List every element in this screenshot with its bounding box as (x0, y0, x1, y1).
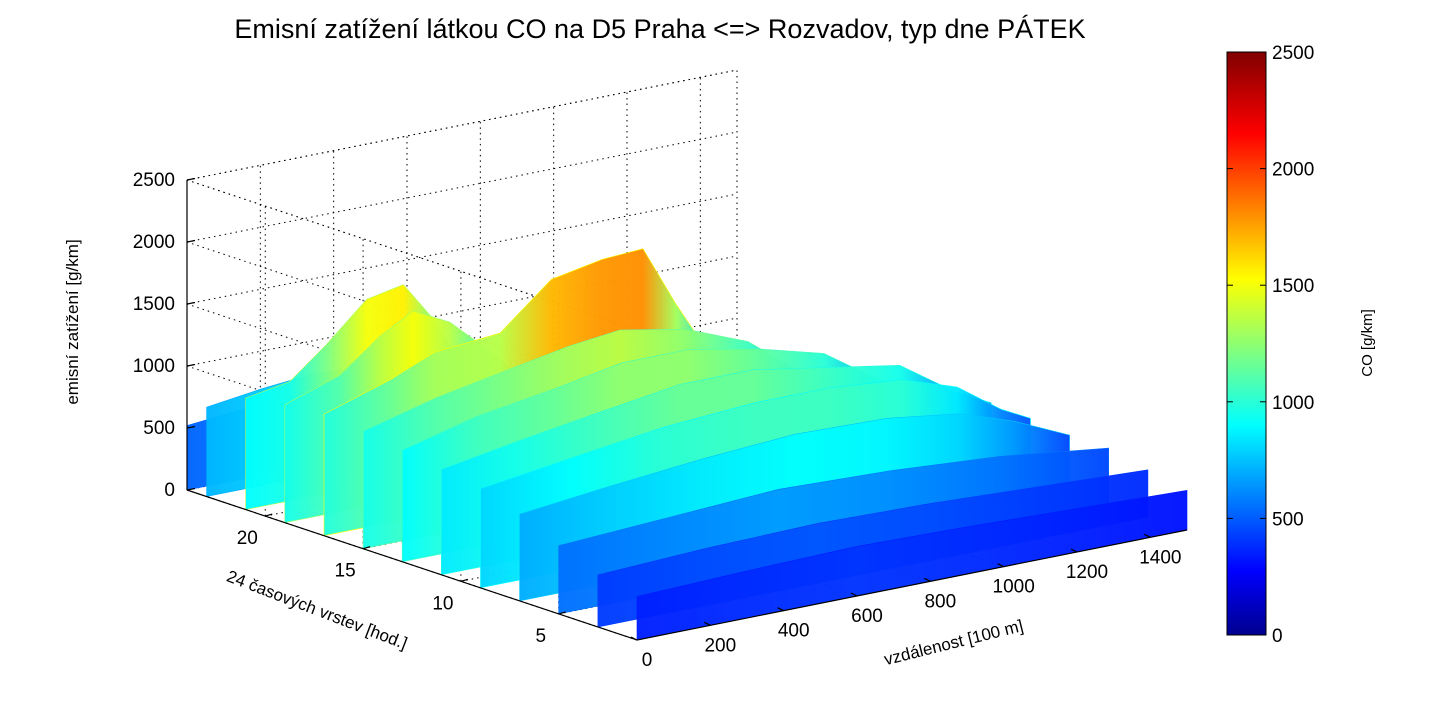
x-tick-mark (1144, 533, 1151, 538)
x-tick-mark (924, 577, 931, 582)
chart-title: Emisní zatížení látkou CO na D5 Praha <=… (234, 14, 1085, 44)
x-tick-mark (704, 621, 711, 626)
x-axis-line (636, 529, 1188, 641)
y-tick-label: 20 (237, 528, 258, 549)
colorbar-tick-label: 0 (1272, 626, 1283, 647)
x-tick-mark (850, 592, 858, 597)
colorbar-tick-label: 500 (1272, 509, 1304, 530)
y-axis-label: 24 časových vrstev [hod.] (224, 567, 410, 653)
x-tick-label: 600 (851, 606, 883, 627)
y-tick-label: 5 (535, 626, 546, 647)
x-tick-mark (630, 636, 638, 641)
z-tick-label: 0 (164, 480, 175, 501)
z-tick-mark (186, 425, 196, 429)
box-edge (186, 69, 738, 181)
z-tick-mark (186, 301, 196, 305)
z-tick-label: 500 (143, 418, 175, 439)
y-tick-mark (558, 611, 566, 615)
z-tick-label: 2500 (133, 170, 175, 191)
colorbar-label: CO [g/km] (1359, 309, 1376, 377)
x-tick-label: 800 (924, 591, 956, 612)
x-tick-label: 1200 (1066, 562, 1108, 583)
y-tick-mark (362, 546, 371, 550)
x-tick-label: 1400 (1139, 547, 1181, 568)
y-axis-line (186, 489, 638, 641)
x-tick-label: 200 (704, 635, 736, 656)
z-tick-mark (186, 363, 196, 367)
z-tick-mark (186, 487, 196, 491)
x-tick-label: 400 (778, 621, 810, 642)
x-tick-label: 1000 (993, 577, 1035, 598)
colorbar: 0 500 1000 1500 2000 2500 CO [g/km] (1226, 43, 1376, 647)
colorbar-tick-label: 1000 (1272, 393, 1314, 414)
z-tick-label: 2000 (133, 232, 175, 253)
z-tick-label: 1000 (133, 356, 175, 377)
colorbar-tick-label: 2000 (1272, 160, 1314, 181)
colorbar-tick-label: 1500 (1272, 276, 1314, 297)
y-tick-mark (265, 513, 273, 517)
box-edge (186, 179, 638, 331)
z-grid-line (186, 69, 738, 181)
y-tick-mark (460, 578, 469, 582)
z-axis-label: emisní zatížení [g/km] (63, 239, 82, 404)
axes: 0 500 1000 1500 2000 2500 0 200 400 600 800 1000 120… (133, 170, 1188, 671)
colorbar-ticks: 0 500 1000 1500 2000 2500 (1227, 43, 1314, 647)
z-tick-label: 1500 (133, 294, 175, 315)
y-tick-label: 15 (335, 561, 356, 582)
z-grid-line (186, 131, 738, 243)
colorbar-gradient (1226, 51, 1267, 636)
z-tick-mark (186, 239, 196, 243)
x-tick-label: 0 (642, 650, 653, 671)
x-tick-mark (1070, 548, 1078, 553)
x-axis-label: vzdálenost [100 m] (882, 616, 1025, 669)
z-tick-mark (186, 177, 196, 181)
x-tick-mark (997, 563, 1004, 568)
y-tick-label: 10 (432, 593, 453, 614)
colorbar-tick-label: 2500 (1272, 43, 1314, 64)
surface (186, 248, 1188, 641)
x-tick-mark (777, 607, 784, 612)
